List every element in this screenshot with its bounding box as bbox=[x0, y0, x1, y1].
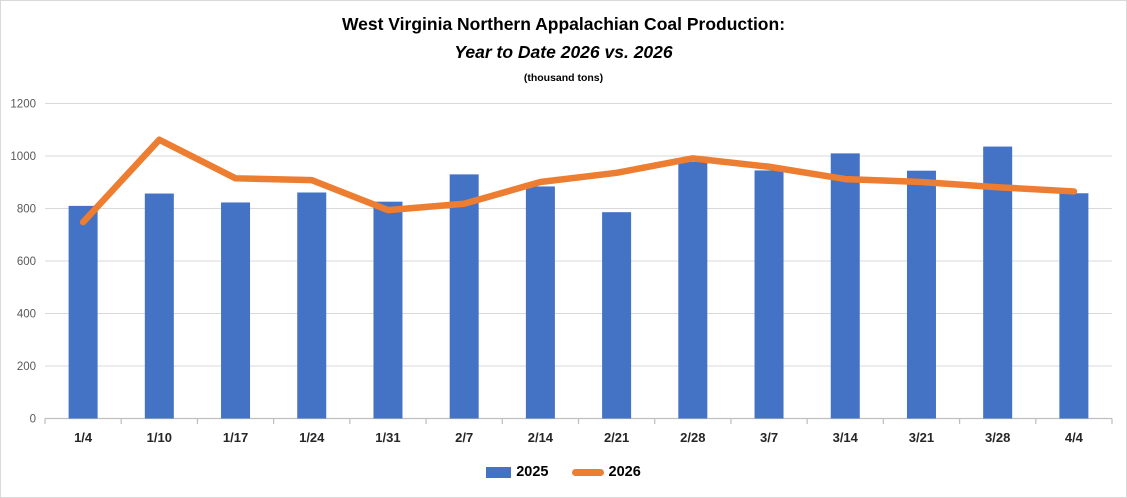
chart-units-note: (thousand tons) bbox=[523, 72, 604, 84]
series-line-2026 bbox=[79, 136, 1078, 226]
x-axis-label: 3/14 bbox=[833, 430, 859, 445]
x-axis-label: 2/14 bbox=[528, 430, 554, 445]
legend-label-2026: 2026 bbox=[608, 464, 641, 480]
y-axis-label: 1000 bbox=[10, 151, 36, 163]
y-axis-label: 400 bbox=[17, 309, 36, 321]
bar-2025 bbox=[983, 146, 1013, 419]
legend-swatch-2025 bbox=[486, 466, 512, 478]
bar-2025 bbox=[906, 170, 936, 419]
x-axis-label: 1/24 bbox=[299, 430, 325, 445]
x-axis-label: 3/7 bbox=[760, 430, 778, 445]
x-axis-label: 3/21 bbox=[909, 430, 934, 445]
bar-2025 bbox=[602, 212, 632, 419]
bar-2025 bbox=[297, 192, 327, 419]
bar-2025 bbox=[754, 170, 784, 419]
x-axis-label: 1/4 bbox=[74, 430, 93, 445]
bar-2025 bbox=[373, 201, 403, 419]
y-axis-label: 600 bbox=[17, 256, 36, 268]
y-axis-label: 1200 bbox=[10, 99, 36, 111]
x-axis-label: 1/17 bbox=[223, 430, 248, 445]
bar-2025 bbox=[678, 161, 708, 419]
bar-2025 bbox=[449, 174, 479, 419]
legend: 2025 2026 bbox=[1, 464, 1126, 480]
x-axis-label: 2/28 bbox=[680, 430, 705, 445]
x-axis-label: 1/10 bbox=[147, 430, 172, 445]
x-axis-label: 4/4 bbox=[1065, 430, 1084, 445]
y-axis-label: 200 bbox=[17, 361, 36, 373]
bar-2025 bbox=[1059, 193, 1089, 419]
legend-swatch-2026 bbox=[571, 468, 604, 476]
legend-label-2025: 2025 bbox=[516, 464, 549, 480]
chart-subtitle: Year to Date 2026 vs. 2026 bbox=[454, 42, 673, 62]
y-axis-label: 0 bbox=[30, 414, 36, 426]
bar-2025 bbox=[830, 153, 860, 419]
chart-title: West Virginia Northern Appalachian Coal … bbox=[341, 14, 786, 34]
bar-2025 bbox=[68, 205, 98, 419]
x-axis-label: 1/31 bbox=[375, 430, 400, 445]
bar-2025 bbox=[144, 193, 174, 419]
bar-2025 bbox=[221, 202, 251, 419]
bar-2025 bbox=[525, 186, 555, 419]
y-axis-label: 800 bbox=[17, 204, 36, 216]
x-axis-label: 2/7 bbox=[455, 430, 473, 445]
x-axis-label: 3/28 bbox=[985, 430, 1010, 445]
x-axis-label: 2/21 bbox=[604, 430, 629, 445]
